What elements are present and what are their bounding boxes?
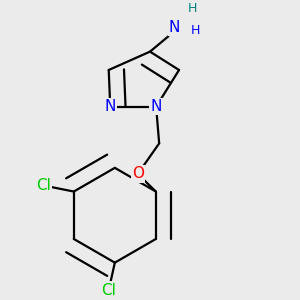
Text: Cl: Cl: [36, 178, 51, 193]
Text: H: H: [191, 24, 201, 37]
Text: N: N: [150, 99, 162, 114]
Text: H: H: [188, 2, 197, 15]
Text: N: N: [169, 20, 180, 35]
Text: O: O: [132, 167, 144, 182]
Text: Cl: Cl: [101, 283, 116, 298]
Text: N: N: [105, 99, 116, 114]
